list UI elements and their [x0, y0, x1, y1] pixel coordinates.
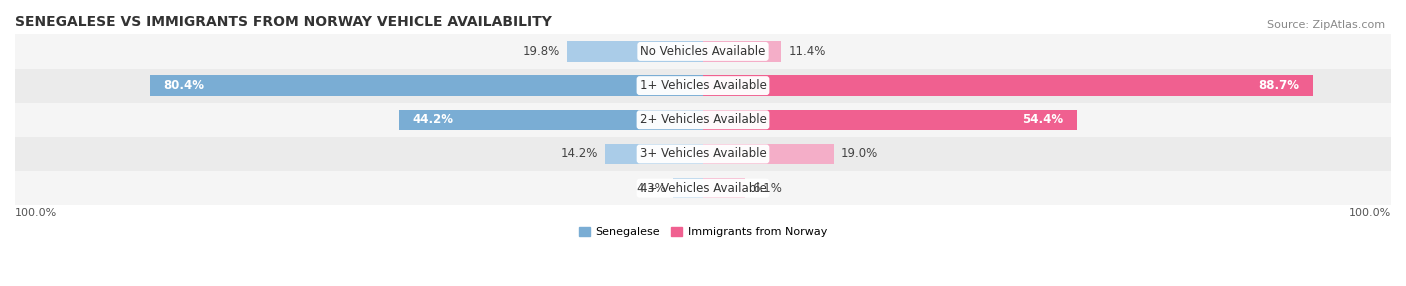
Bar — [399, 110, 703, 130]
Text: 19.0%: 19.0% — [841, 148, 877, 160]
Bar — [703, 110, 1077, 130]
Bar — [703, 41, 782, 62]
Text: 4.3%: 4.3% — [637, 182, 666, 195]
Text: 6.1%: 6.1% — [752, 182, 782, 195]
Text: 4+ Vehicles Available: 4+ Vehicles Available — [640, 182, 766, 195]
Text: 88.7%: 88.7% — [1258, 79, 1299, 92]
Bar — [15, 34, 1391, 69]
Text: 3+ Vehicles Available: 3+ Vehicles Available — [640, 148, 766, 160]
Bar — [15, 137, 1391, 171]
Bar — [15, 103, 1391, 137]
Text: SENEGALESE VS IMMIGRANTS FROM NORWAY VEHICLE AVAILABILITY: SENEGALESE VS IMMIGRANTS FROM NORWAY VEH… — [15, 15, 553, 29]
Text: 44.2%: 44.2% — [413, 113, 454, 126]
Text: 14.2%: 14.2% — [561, 148, 599, 160]
Text: 54.4%: 54.4% — [1022, 113, 1063, 126]
Bar — [703, 75, 1313, 96]
Bar — [15, 69, 1391, 103]
Bar — [703, 144, 834, 164]
Text: 80.4%: 80.4% — [163, 79, 205, 92]
Text: 19.8%: 19.8% — [523, 45, 560, 58]
Legend: Senegalese, Immigrants from Norway: Senegalese, Immigrants from Norway — [579, 227, 827, 237]
Text: 100.0%: 100.0% — [15, 208, 58, 218]
Text: 11.4%: 11.4% — [789, 45, 825, 58]
Text: 1+ Vehicles Available: 1+ Vehicles Available — [640, 79, 766, 92]
Text: No Vehicles Available: No Vehicles Available — [640, 45, 766, 58]
Text: Source: ZipAtlas.com: Source: ZipAtlas.com — [1267, 20, 1385, 30]
Bar — [567, 41, 703, 62]
Bar — [150, 75, 703, 96]
Bar — [673, 178, 703, 198]
Text: 100.0%: 100.0% — [1348, 208, 1391, 218]
Bar — [606, 144, 703, 164]
Bar — [703, 178, 745, 198]
Bar — [15, 171, 1391, 205]
Text: 2+ Vehicles Available: 2+ Vehicles Available — [640, 113, 766, 126]
